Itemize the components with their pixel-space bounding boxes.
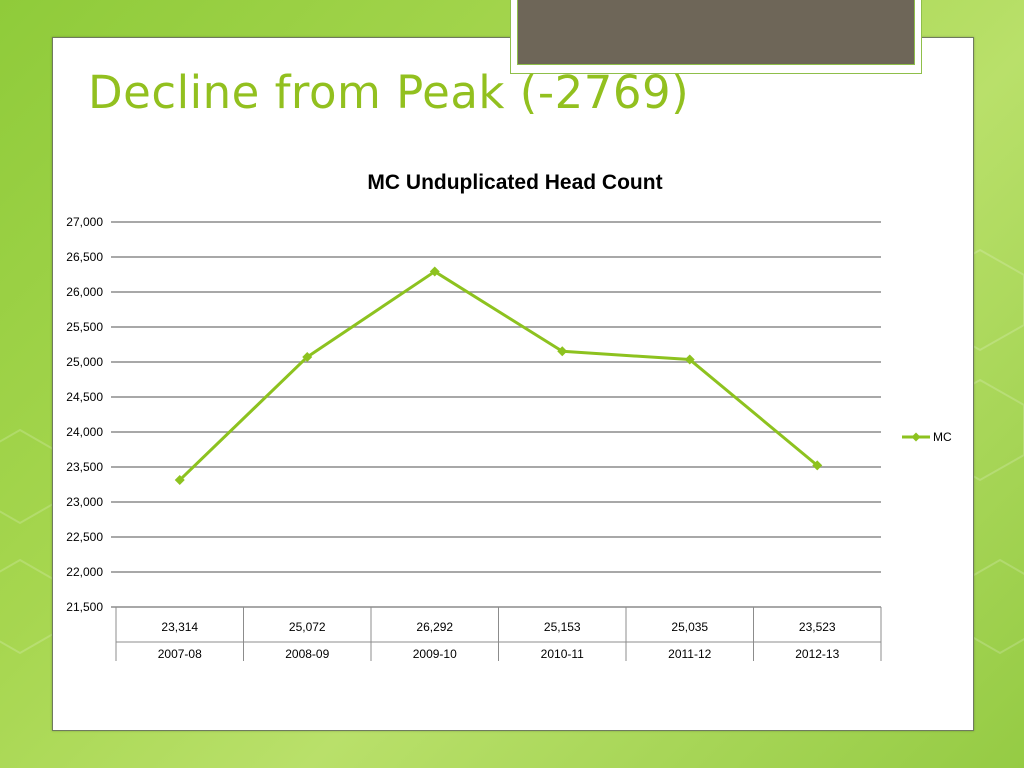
table-value-cell: 23,314 <box>161 620 198 634</box>
data-point-marker <box>812 460 823 471</box>
slide-title: Decline from Peak (-2769) <box>88 66 690 119</box>
y-tick-label: 27,000 <box>66 215 103 229</box>
decorative-tab-fill <box>517 0 915 65</box>
x-category-label: 2010-11 <box>541 647 584 661</box>
table-value-cell: 25,035 <box>671 620 708 634</box>
slide-content-panel <box>52 37 974 731</box>
y-axis-ticks: 21,500 22,000 22,500 23,000 23,500 24,000 24,5… <box>66 215 103 614</box>
y-tick-label: 26,500 <box>66 250 103 264</box>
data-point-marker <box>429 266 440 277</box>
x-category-label: 2009-10 <box>413 647 457 661</box>
data-point-marker <box>302 351 313 362</box>
legend: MC <box>902 430 952 444</box>
x-category-label: 2008-09 <box>285 647 329 661</box>
legend-marker-swatch <box>911 432 921 442</box>
y-tick-label: 25,000 <box>66 355 103 369</box>
table-value-cell: 25,072 <box>289 620 326 634</box>
y-tick-label: 24,500 <box>66 390 103 404</box>
data-point-marker <box>174 475 185 486</box>
x-category-label: 2011-12 <box>668 647 711 661</box>
grid-layer <box>111 221 881 608</box>
y-tick-label: 22,500 <box>66 530 103 544</box>
table-value-cell: 23,523 <box>799 620 836 634</box>
y-tick-label: 26,000 <box>66 285 103 299</box>
x-category-label: 2007-08 <box>158 647 202 661</box>
y-tick-label: 24,000 <box>66 425 103 439</box>
legend-label-mc: MC <box>933 430 952 444</box>
table-value-cell: 26,292 <box>416 620 453 634</box>
data-point-marker <box>557 346 568 357</box>
y-tick-label: 22,000 <box>66 565 103 579</box>
y-tick-label: 23,500 <box>66 460 103 474</box>
data-point-marker <box>684 354 695 365</box>
decorative-tab-frame <box>510 0 922 74</box>
y-tick-label: 23,000 <box>66 495 103 509</box>
data-table: 23,314 2007-08 25,072 2008-09 26,292 2009-10 2… <box>115 607 882 661</box>
series-line-mc <box>178 270 819 482</box>
y-tick-label: 25,500 <box>66 320 103 334</box>
x-category-label: 2012-13 <box>795 647 839 661</box>
y-tick-label: 21,500 <box>66 600 103 614</box>
chart-title: MC Unduplicated Head Count <box>367 171 662 194</box>
series-layer <box>174 266 823 486</box>
table-value-cell: 25,153 <box>544 620 581 634</box>
